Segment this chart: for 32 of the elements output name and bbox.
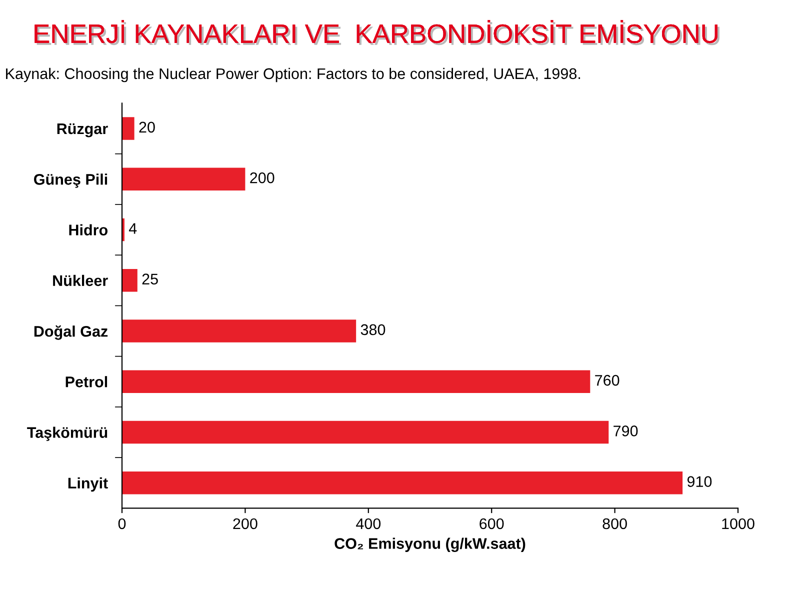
text: Kaynak: Choosing the Nuclear Power Option: Factors to be considered, UAEA, 1998. (6, 68, 580, 82)
y-tick-label: Nükleer (53, 274, 108, 286)
y-tick-label: Taşkömürü (27, 426, 108, 441)
bar (122, 420, 609, 444)
bar (122, 320, 356, 342)
x-tick-label: 200 (233, 518, 258, 530)
y-tick-label: Güneş Pili (34, 174, 108, 188)
x-axis-title: CO₂ Emisyonu (g/kW.saat) (334, 538, 526, 552)
x-tick-label: 1000 (722, 518, 754, 530)
data-label: 790 (614, 426, 638, 436)
y-tick-label: Doğal Gaz (34, 325, 108, 340)
data-label: 200 (250, 172, 274, 184)
data-label: 760 (595, 374, 620, 386)
bar (122, 268, 138, 292)
x-tick-label: 400 (356, 518, 381, 530)
data-label: 380 (360, 324, 386, 336)
y-tick-label: Linyit (68, 477, 108, 492)
data-label: 25 (142, 274, 158, 284)
bar (122, 168, 246, 191)
bar (122, 471, 683, 494)
data-label: 4 (128, 223, 137, 234)
chart-title: ENERJİ KAYNAKLARI VE KARBONDİOKSİT EMİSYONU (34, 20, 720, 46)
data-label: 910 (687, 476, 712, 487)
data-label: 20 (139, 122, 155, 133)
y-tick-label: Hidro (69, 224, 108, 236)
bar (122, 370, 590, 394)
x-tick-label: 800 (602, 518, 627, 530)
x-tick-label: 0 (118, 518, 126, 530)
bar (122, 117, 134, 140)
y-tick-label: Rüzgar (57, 123, 108, 138)
x-tick-label: 600 (480, 518, 504, 530)
y-tick-label: Petrol (66, 376, 108, 388)
